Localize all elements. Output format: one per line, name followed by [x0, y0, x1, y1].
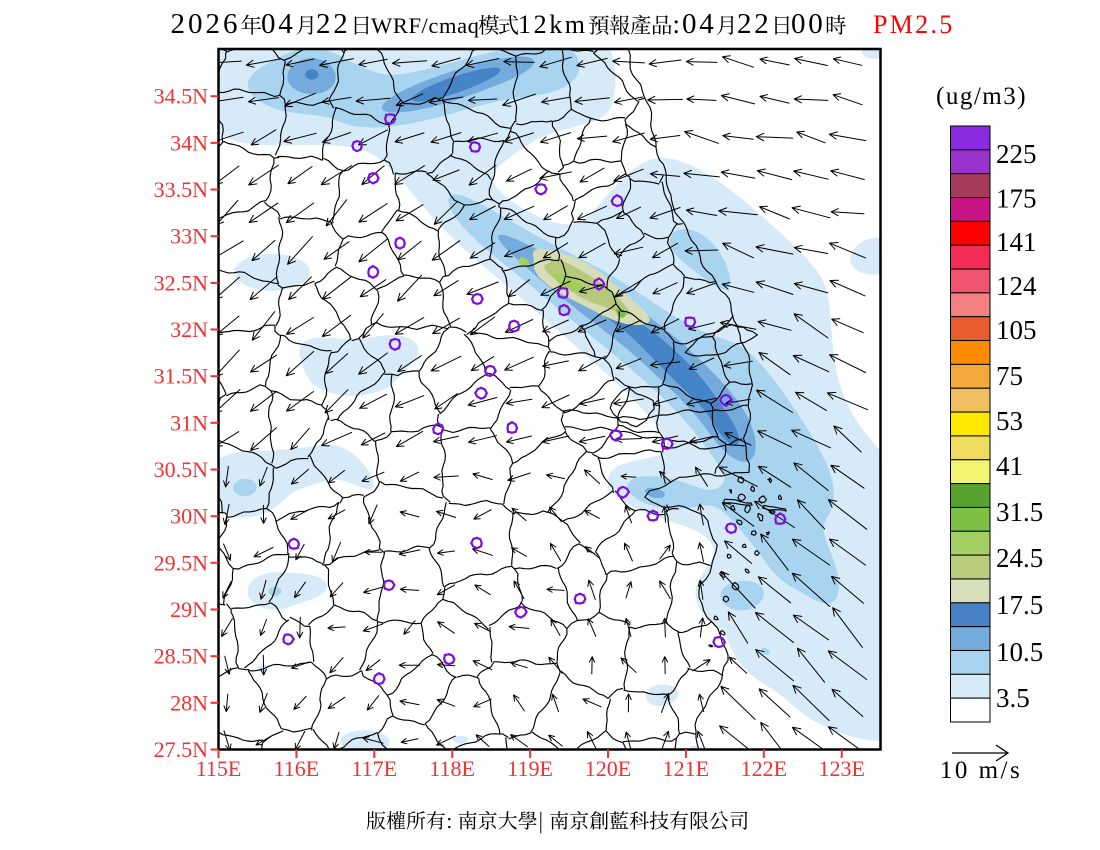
- svg-text:(ug/m3): (ug/m3): [936, 83, 1027, 110]
- svg-text:175: 175: [996, 184, 1037, 214]
- svg-text:225: 225: [996, 139, 1037, 169]
- svg-text:105: 105: [996, 315, 1037, 345]
- svg-text:30N: 30N: [170, 504, 208, 529]
- svg-text:00: 00: [791, 8, 825, 40]
- svg-text:120E: 120E: [585, 756, 631, 781]
- svg-text:31.5: 31.5: [996, 497, 1043, 527]
- svg-text:53: 53: [996, 406, 1023, 436]
- svg-text:27.5N: 27.5N: [154, 737, 209, 762]
- svg-text:116E: 116E: [274, 756, 320, 781]
- svg-text:28.5N: 28.5N: [154, 644, 209, 669]
- svg-text:123E: 123E: [818, 756, 864, 781]
- svg-text:117E: 117E: [351, 756, 397, 781]
- svg-text:32.5N: 32.5N: [154, 270, 209, 295]
- svg-text:34N: 34N: [170, 130, 208, 155]
- svg-text:10.5: 10.5: [996, 637, 1043, 667]
- svg-text:34.5N: 34.5N: [154, 84, 209, 109]
- svg-text:29N: 29N: [170, 597, 208, 622]
- svg-text::: :: [673, 9, 681, 39]
- svg-text:141: 141: [996, 227, 1037, 257]
- svg-text:04: 04: [682, 8, 716, 40]
- svg-text:115E: 115E: [196, 756, 242, 781]
- svg-text:41: 41: [996, 451, 1023, 481]
- svg-text:33N: 33N: [170, 224, 208, 249]
- svg-text:32N: 32N: [170, 317, 208, 342]
- svg-text:29.5N: 29.5N: [154, 550, 209, 575]
- svg-text:75: 75: [996, 361, 1023, 391]
- svg-text:04: 04: [261, 8, 295, 40]
- svg-text:31.5N: 31.5N: [154, 364, 209, 389]
- svg-text:119E: 119E: [507, 756, 553, 781]
- svg-text:2026: 2026: [171, 8, 241, 40]
- svg-text:122E: 122E: [741, 756, 787, 781]
- svg-text:PM2.5: PM2.5: [873, 10, 955, 39]
- svg-text:31N: 31N: [170, 410, 208, 435]
- svg-text:33.5N: 33.5N: [154, 177, 209, 202]
- svg-text:17.5: 17.5: [996, 590, 1043, 620]
- svg-text:WRF/cmaq: WRF/cmaq: [371, 13, 480, 38]
- svg-text:28N: 28N: [170, 690, 208, 715]
- svg-text:118E: 118E: [429, 756, 475, 781]
- svg-text:24.5: 24.5: [996, 543, 1043, 573]
- svg-text:124: 124: [996, 271, 1037, 301]
- svg-text:121E: 121E: [663, 756, 709, 781]
- svg-text:12km: 12km: [518, 10, 588, 39]
- svg-text:30.5N: 30.5N: [154, 457, 209, 482]
- svg-text:22: 22: [316, 8, 350, 40]
- svg-text:10 m/s: 10 m/s: [940, 757, 1022, 784]
- svg-text:22: 22: [737, 8, 771, 40]
- svg-text:3.5: 3.5: [996, 683, 1030, 713]
